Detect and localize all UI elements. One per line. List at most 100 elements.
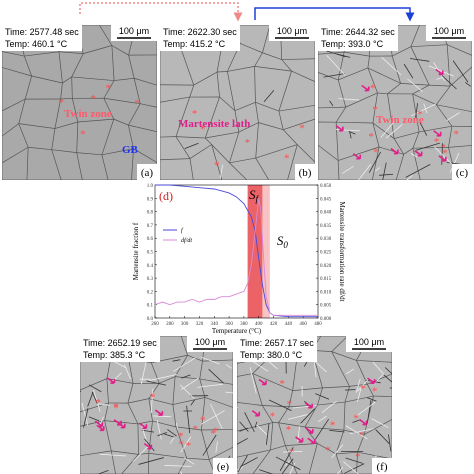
grain-boundary (101, 154, 109, 180)
grain-boundary (148, 383, 160, 399)
martensite-lath (349, 131, 352, 139)
arrow (154, 409, 164, 416)
martensite-lath (149, 374, 177, 381)
grain-boundary (175, 376, 200, 380)
grain-boundary (127, 402, 139, 424)
grain-boundary (229, 157, 256, 164)
grain-boundary (337, 52, 345, 81)
asterisk: * (186, 440, 192, 452)
info-box (160, 25, 240, 51)
grain-boundary (255, 122, 259, 159)
grain-boundary (357, 451, 392, 460)
grain-boundary (449, 66, 472, 87)
grain-boundary (318, 144, 339, 161)
scale-bar-label: 100 μm (195, 337, 225, 347)
grain-boundary (262, 405, 289, 408)
martensite-lath (164, 433, 174, 438)
grain-boundary (201, 397, 206, 431)
martensite-lath (239, 421, 249, 432)
grain-boundary (175, 426, 188, 459)
martensite-lath (200, 410, 225, 425)
martensite-lath (338, 98, 360, 101)
grain-boundary (189, 84, 195, 98)
grain-boundary (400, 82, 430, 86)
martensite-lath (179, 384, 197, 401)
panel-label: (b) (299, 167, 312, 179)
panel-label: (d) (159, 189, 173, 203)
time-label: Time: 2644.32 sec (321, 27, 395, 37)
grain-boundary (199, 378, 233, 385)
asterisk: * (200, 124, 206, 136)
region-label: S0 (277, 233, 289, 250)
martensite-lath (153, 415, 172, 418)
grain-boundary (137, 423, 139, 455)
asterisk: * (287, 398, 293, 410)
asterisk: * (289, 446, 295, 458)
grain-boundary (26, 147, 29, 180)
grain-boundary (344, 386, 350, 403)
panel-label-box (295, 164, 315, 180)
x-tick-label: 320 (196, 322, 204, 327)
grain-boundary (174, 355, 188, 377)
martensite-lath (88, 384, 102, 393)
grain-boundary (148, 398, 173, 405)
grain-boundary (337, 160, 340, 180)
grain-boundary (71, 53, 84, 78)
grain-boundary (255, 144, 298, 159)
martensite-lath (97, 403, 110, 406)
martensite-lath (173, 357, 196, 372)
asterisk: * (368, 131, 374, 143)
grain-boundary (297, 144, 315, 163)
grain-boundary (436, 104, 472, 113)
temp-label: Temp: 415.2 °C (163, 39, 226, 49)
martensite-lath (344, 463, 365, 474)
martensite-lath (210, 403, 223, 430)
grain-boundary (111, 450, 139, 455)
martensite-lath (239, 427, 248, 432)
plot-frame (154, 184, 319, 319)
asterisk: * (178, 439, 184, 451)
grain-boundary (435, 104, 453, 127)
grain-boundary (23, 55, 32, 77)
martensite-lath (172, 359, 181, 362)
grain-boundary (308, 443, 318, 474)
martensite-lath (156, 420, 162, 440)
grain-boundary (106, 359, 111, 379)
grain-boundary (237, 449, 271, 458)
grain-boundary (278, 71, 292, 112)
asterisk: * (214, 159, 220, 171)
temp-label: Temp: 385.3 °C (83, 350, 146, 360)
grain-boundary (51, 149, 62, 180)
martensite-lath (409, 58, 430, 62)
y-tick-label: 0.0 (147, 317, 154, 322)
y-tick-label: 1.0 (147, 184, 154, 189)
grain-boundary (262, 52, 282, 60)
arrow (94, 420, 104, 428)
grain-boundary (338, 67, 369, 81)
grain-boundary (367, 67, 401, 84)
grain-boundary (51, 128, 56, 150)
grain-boundary (150, 362, 160, 384)
grain-boundary (227, 71, 236, 111)
martensite-lath (252, 360, 269, 372)
martensite-lath (268, 399, 292, 411)
grain-boundary (60, 97, 73, 100)
martensite-lath (345, 368, 355, 375)
grain-boundary (148, 452, 187, 459)
grain-boundary (337, 79, 347, 108)
grain-boundary (99, 25, 113, 46)
martensite-lath (200, 356, 220, 365)
grain-boundary (204, 96, 220, 139)
grain-boundary (18, 123, 55, 129)
martensite-lath (405, 164, 431, 178)
asterisk: * (245, 137, 251, 149)
time-label: Time: 2657.17 sec (240, 338, 314, 348)
panel-label-box (372, 458, 392, 474)
asterisk: * (106, 82, 112, 94)
martensite-lath (326, 50, 346, 58)
arrow (295, 436, 304, 443)
arrow (251, 410, 261, 417)
